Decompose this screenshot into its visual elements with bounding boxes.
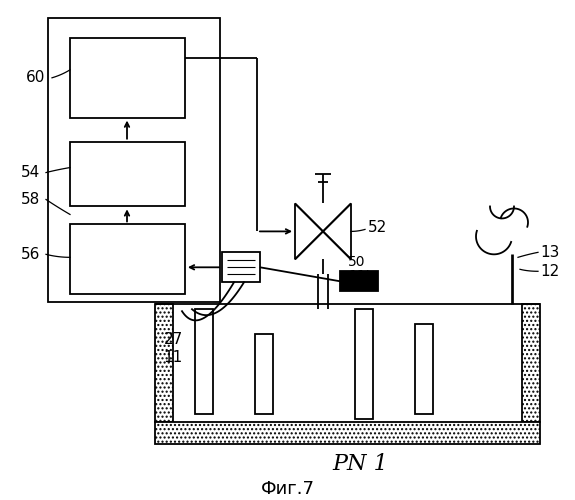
Text: 27: 27 [164,332,183,346]
Bar [355,309,373,419]
Bar [415,324,433,414]
Text: 50: 50 [348,256,366,270]
Text: 58: 58 [21,192,40,207]
Bar [173,304,522,422]
Bar [255,334,273,414]
Text: 56: 56 [21,247,40,262]
Text: PN 1: PN 1 [332,453,388,475]
Text: 12: 12 [540,264,559,279]
Text: 13: 13 [540,245,559,260]
Bar [70,142,185,206]
Polygon shape [295,204,323,260]
Text: 52: 52 [368,220,387,235]
Bar [155,304,173,422]
Polygon shape [323,204,351,260]
Bar [48,18,220,302]
Bar [340,272,378,291]
Bar [70,38,185,117]
Bar [70,224,185,294]
Bar [522,304,540,422]
Text: 60: 60 [26,70,45,86]
Text: 54: 54 [21,165,40,180]
Bar [222,252,260,282]
Text: 11: 11 [164,350,183,364]
Text: 11': 11' [348,270,370,283]
Text: Фиг.7: Фиг.7 [261,480,315,498]
Bar [195,309,213,414]
Bar [155,422,540,444]
